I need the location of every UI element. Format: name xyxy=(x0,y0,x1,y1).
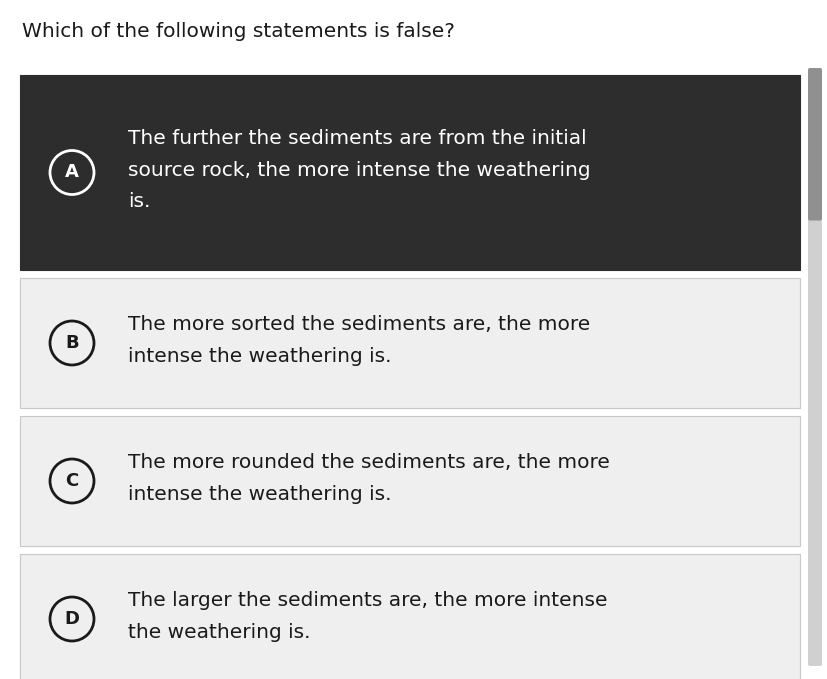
Circle shape xyxy=(50,459,94,503)
FancyBboxPatch shape xyxy=(20,554,799,679)
Text: The more rounded the sediments are, the more: The more rounded the sediments are, the … xyxy=(128,453,609,472)
Text: D: D xyxy=(65,610,79,628)
Circle shape xyxy=(50,321,94,365)
Text: The more sorted the sediments are, the more: The more sorted the sediments are, the m… xyxy=(128,315,590,334)
Text: A: A xyxy=(65,164,79,181)
FancyBboxPatch shape xyxy=(807,68,821,221)
FancyBboxPatch shape xyxy=(20,75,799,270)
Text: Which of the following statements is false?: Which of the following statements is fal… xyxy=(22,22,454,41)
Text: The further the sediments are from the initial: The further the sediments are from the i… xyxy=(128,128,586,147)
Circle shape xyxy=(50,151,94,194)
FancyBboxPatch shape xyxy=(20,278,799,408)
Text: intense the weathering is.: intense the weathering is. xyxy=(128,347,391,366)
FancyBboxPatch shape xyxy=(807,68,821,666)
Text: source rock, the more intense the weathering: source rock, the more intense the weathe… xyxy=(128,160,590,179)
Text: The larger the sediments are, the more intense: The larger the sediments are, the more i… xyxy=(128,591,607,610)
Text: C: C xyxy=(65,472,79,490)
FancyBboxPatch shape xyxy=(20,416,799,546)
Text: intense the weathering is.: intense the weathering is. xyxy=(128,485,391,504)
Text: is.: is. xyxy=(128,193,151,211)
Circle shape xyxy=(50,597,94,641)
Text: the weathering is.: the weathering is. xyxy=(128,623,310,642)
Text: B: B xyxy=(65,334,79,352)
